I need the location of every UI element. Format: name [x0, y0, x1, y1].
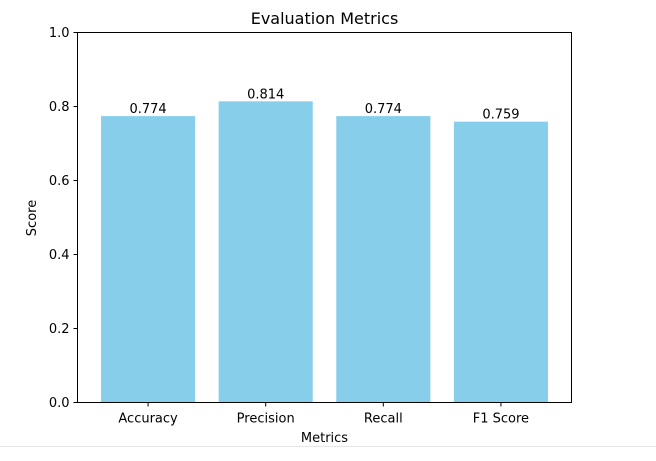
bar-value-label: 0.774 [129, 102, 166, 117]
x-axis-label: Metrics [301, 431, 348, 446]
bar-value-label: 0.814 [247, 87, 284, 102]
bar-value-label: 0.759 [482, 108, 519, 123]
bar-recall [336, 116, 431, 403]
bottom-divider [0, 446, 656, 447]
y-tick-label: 1.0 [49, 26, 70, 41]
y-tick-label: 0.8 [49, 100, 70, 115]
bar-precision [218, 101, 313, 403]
bar-f1-score [453, 121, 548, 403]
y-axis: 0.0 0.2 0.4 0.6 0.8 1.0 [49, 26, 78, 411]
plot-area-frame [77, 32, 572, 403]
value-labels-layer: 0.774 0.814 0.774 0.759 [129, 87, 519, 122]
y-tick-label: 0.2 [49, 322, 70, 337]
chart-title: Evaluation Metrics [251, 9, 399, 28]
bars-layer [101, 101, 548, 403]
x-axis: Accuracy Precision Recall F1 Score [118, 402, 529, 427]
x-tick-label: Precision [237, 412, 295, 427]
x-tick-label: Recall [364, 412, 403, 427]
bar-value-label: 0.774 [365, 102, 402, 117]
x-tick-label: Accuracy [118, 412, 178, 427]
bar-accuracy [101, 116, 196, 403]
y-tick-label: 0.4 [49, 248, 70, 263]
y-tick-label: 0.6 [49, 174, 70, 189]
y-axis-label: Score [25, 200, 40, 236]
x-tick-label: F1 Score [473, 412, 529, 427]
y-tick-label: 0.0 [49, 396, 70, 411]
